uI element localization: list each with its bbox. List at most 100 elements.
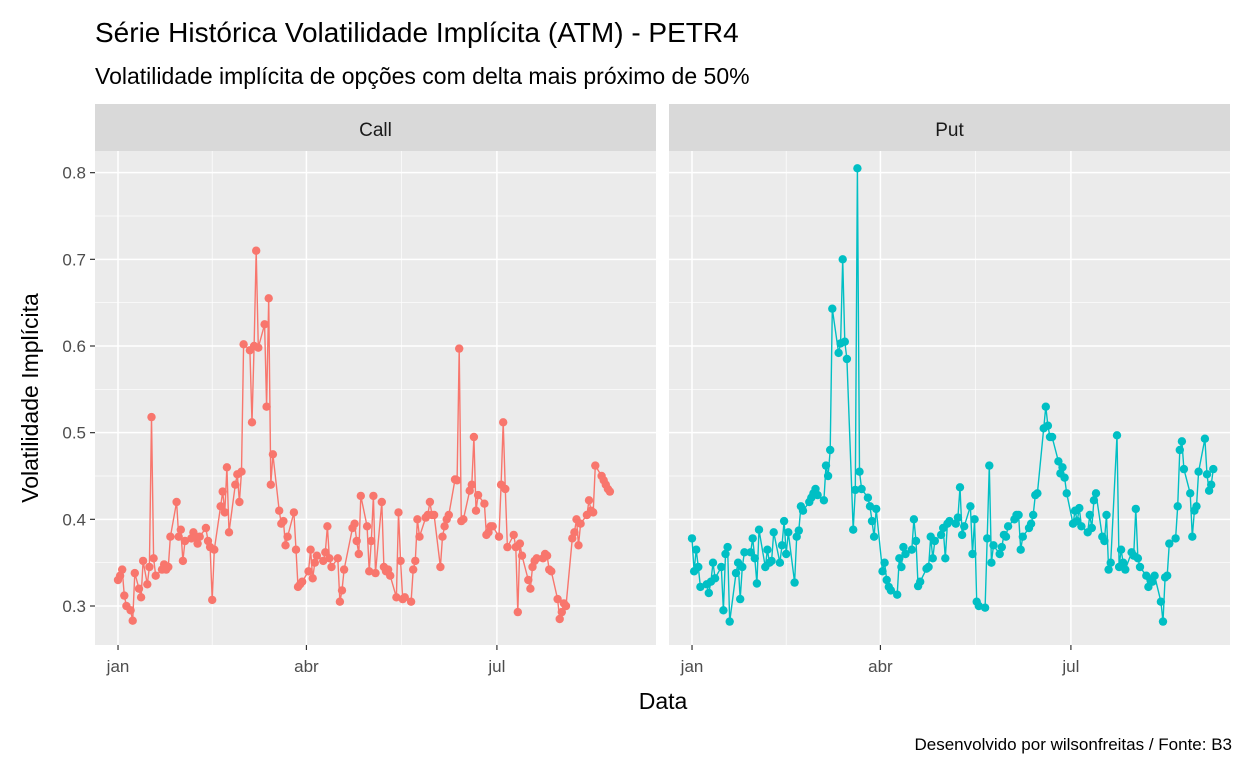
data-point [440, 522, 449, 531]
data-point [863, 493, 873, 502]
data-point [1102, 510, 1111, 520]
data-point [1043, 421, 1053, 430]
data-point [1085, 510, 1095, 520]
data-point [584, 496, 594, 505]
x-axis-title: Data [639, 688, 688, 714]
facet-panel-put: Put jan abr jul [669, 104, 1230, 676]
data-point [400, 593, 409, 602]
data-point [291, 545, 301, 554]
data-point [252, 246, 261, 255]
data-point [731, 568, 741, 578]
data-point [176, 525, 185, 534]
data-point [128, 616, 137, 625]
data-point [916, 577, 925, 586]
data-point [687, 534, 697, 543]
x-tick-label: jul [1061, 657, 1079, 676]
data-point [350, 519, 359, 528]
x-tick-label: jan [106, 657, 130, 676]
data-point [172, 497, 181, 507]
data-point [738, 562, 747, 572]
data-point [692, 545, 701, 554]
data-point [425, 497, 435, 507]
data-point [513, 607, 522, 617]
data-point [208, 595, 217, 605]
data-point [166, 532, 175, 541]
data-point [1150, 571, 1159, 580]
data-point [1062, 489, 1071, 498]
data-point [957, 530, 967, 540]
data-point [970, 515, 979, 524]
chart-caption: Desenvolvido por wilsonfreitas / Fonte: … [915, 735, 1233, 754]
data-point [1119, 558, 1128, 567]
data-point [1207, 480, 1216, 489]
data-point [239, 340, 248, 349]
data-point [798, 506, 808, 515]
data-point [281, 541, 290, 550]
data-point [1173, 502, 1182, 511]
data-point [1209, 464, 1218, 474]
data-point [880, 558, 889, 567]
data-point [909, 515, 919, 524]
data-point [886, 586, 896, 595]
data-point [415, 532, 424, 541]
facet-panel-call: Call jan abr jul 0.3 0.4 0.5 0.6 0.7 0.8 [62, 104, 656, 676]
data-point [826, 445, 835, 455]
data-point [834, 348, 843, 358]
data-point [362, 522, 372, 531]
data-point [312, 551, 322, 560]
data-point [911, 536, 921, 546]
data-point [469, 432, 479, 442]
data-point [394, 508, 403, 517]
data-point [725, 617, 734, 626]
data-point [1200, 434, 1210, 443]
data-point [339, 565, 349, 574]
facet-strip [95, 104, 656, 151]
data-point [748, 534, 757, 543]
data-point [782, 549, 791, 559]
data-point [467, 480, 476, 489]
data-point [444, 510, 453, 520]
data-point [218, 487, 227, 496]
data-point [763, 545, 772, 554]
data-point [1186, 489, 1195, 498]
data-point [767, 556, 776, 566]
data-point [532, 554, 541, 563]
data-point [570, 528, 579, 537]
data-point [371, 568, 380, 578]
data-point [365, 567, 374, 576]
data-point [473, 490, 483, 500]
data-point [740, 548, 749, 557]
data-point [989, 541, 998, 550]
data-point [1156, 597, 1166, 606]
data-point [220, 508, 229, 517]
data-point [310, 558, 319, 567]
data-point [268, 450, 278, 459]
data-point [895, 554, 904, 563]
data-point [195, 532, 204, 541]
data-point [790, 578, 799, 587]
data-point [210, 545, 219, 554]
data-point [746, 548, 755, 557]
data-point [968, 549, 977, 559]
data-point [893, 590, 902, 599]
data-point [867, 516, 877, 526]
data-point [367, 536, 376, 546]
data-point [337, 586, 347, 595]
chart-subtitle: Volatilidade implícita de opções com del… [95, 63, 750, 89]
data-point [941, 554, 950, 563]
data-point [136, 593, 146, 602]
data-point [264, 294, 273, 303]
data-point [289, 508, 299, 517]
data-point [557, 607, 566, 617]
data-point [452, 476, 462, 485]
data-point [279, 516, 288, 526]
data-point [1116, 545, 1126, 554]
data-point [1175, 445, 1185, 455]
data-point [750, 554, 759, 563]
data-point [1016, 545, 1025, 554]
data-point [710, 574, 720, 583]
data-point [325, 554, 334, 563]
data-point [143, 580, 152, 589]
data-point [1165, 539, 1174, 548]
data-point [178, 556, 188, 566]
